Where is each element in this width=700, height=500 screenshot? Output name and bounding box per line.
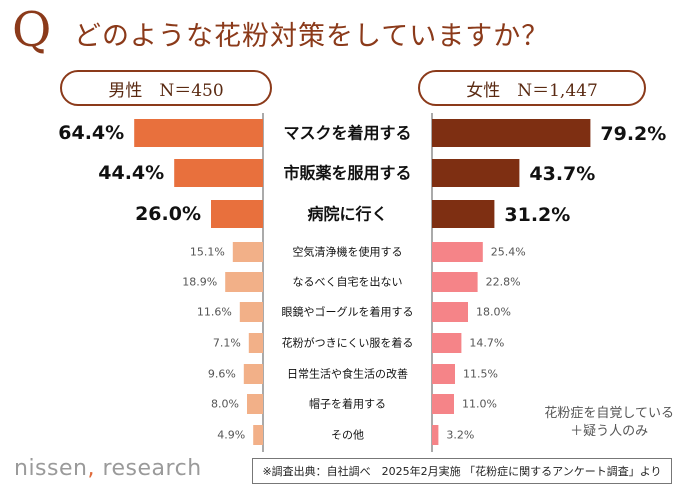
bar-female-4 [432, 272, 478, 292]
respondent-note: 花粉症を自覚している ＋疑う人のみ [544, 405, 674, 441]
bar-male-4 [225, 272, 263, 292]
brand-name: nissen [14, 456, 88, 481]
value-label-female-9: 3.2% [446, 429, 474, 442]
value-label-male-1: 44.4% [98, 162, 164, 184]
source-citation: ※調査出典：自社調べ 2025年2月実施 「花粉症に関するアンケート調査」より [252, 458, 672, 484]
category-label-1: 市販薬を服用する [283, 164, 411, 183]
category-label-6: 花粉がつきにくい服を着る [282, 336, 414, 350]
value-label-male-3: 15.1% [190, 246, 225, 259]
value-label-male-2: 26.0% [135, 203, 201, 225]
category-label-0: マスクを着用する [283, 124, 411, 143]
question-mark-q: Q [12, 2, 52, 58]
bar-male-2 [211, 200, 263, 228]
value-label-female-8: 11.0% [462, 398, 497, 411]
category-label-9: その他 [331, 429, 364, 442]
note-line-2: ＋疑う人のみ [570, 424, 649, 439]
category-label-2: 病院に行く [307, 205, 387, 224]
bar-male-9 [253, 425, 263, 445]
bar-male-7 [243, 364, 263, 384]
bar-female-5 [432, 302, 468, 322]
value-label-male-0: 64.4% [58, 122, 124, 144]
value-label-male-7: 9.6% [208, 368, 236, 381]
category-label-5: 眼鏡やゴーグルを着用する [282, 305, 414, 319]
value-label-female-4: 22.8% [486, 276, 521, 289]
brand-comma: , [87, 456, 95, 481]
chart-title: どのような花粉対策をしていますか？ [74, 21, 550, 52]
value-label-female-2: 31.2% [504, 204, 570, 226]
bar-male-6 [248, 333, 263, 353]
bar-female-0 [432, 119, 591, 147]
bar-female-9 [432, 425, 439, 445]
bar-male-1 [174, 159, 263, 187]
brand-suffix: research [94, 456, 202, 481]
bar-female-1 [432, 159, 520, 187]
category-label-4: なるべく自宅を出ない [293, 275, 403, 289]
bar-female-7 [432, 364, 455, 384]
legend-female: 女性 N＝1,447 [418, 70, 646, 106]
title-area: Q どのような花粉対策をしていますか？ [0, 0, 700, 60]
bar-female-2 [432, 200, 495, 228]
category-label-8: 帽子を着用する [309, 397, 386, 411]
bar-female-6 [432, 333, 462, 353]
value-label-female-1: 43.7% [529, 163, 595, 185]
value-label-female-7: 11.5% [463, 368, 498, 381]
bar-male-3 [232, 242, 263, 262]
bar-male-5 [239, 302, 263, 322]
value-label-female-0: 79.2% [600, 123, 666, 145]
brand-logo: nissen, research [14, 456, 202, 481]
value-label-female-5: 18.0% [476, 306, 511, 319]
bar-female-8 [432, 394, 454, 414]
value-label-male-9: 4.9% [217, 429, 245, 442]
value-label-male-5: 11.6% [197, 306, 232, 319]
bar-female-3 [432, 242, 483, 262]
category-label-3: 空気清浄機を使用する [293, 245, 403, 259]
bar-male-0 [134, 119, 263, 147]
value-label-male-8: 8.0% [211, 398, 239, 411]
bar-male-8 [247, 394, 263, 414]
value-label-female-3: 25.4% [491, 246, 526, 259]
value-label-male-6: 7.1% [213, 337, 241, 350]
value-label-male-4: 18.9% [182, 276, 217, 289]
note-line-1: 花粉症を自覚している [544, 406, 674, 421]
legend-male: 男性 N＝450 [60, 70, 272, 106]
value-label-female-6: 14.7% [469, 337, 504, 350]
category-label-7: 日常生活や食生活の改善 [287, 367, 408, 381]
